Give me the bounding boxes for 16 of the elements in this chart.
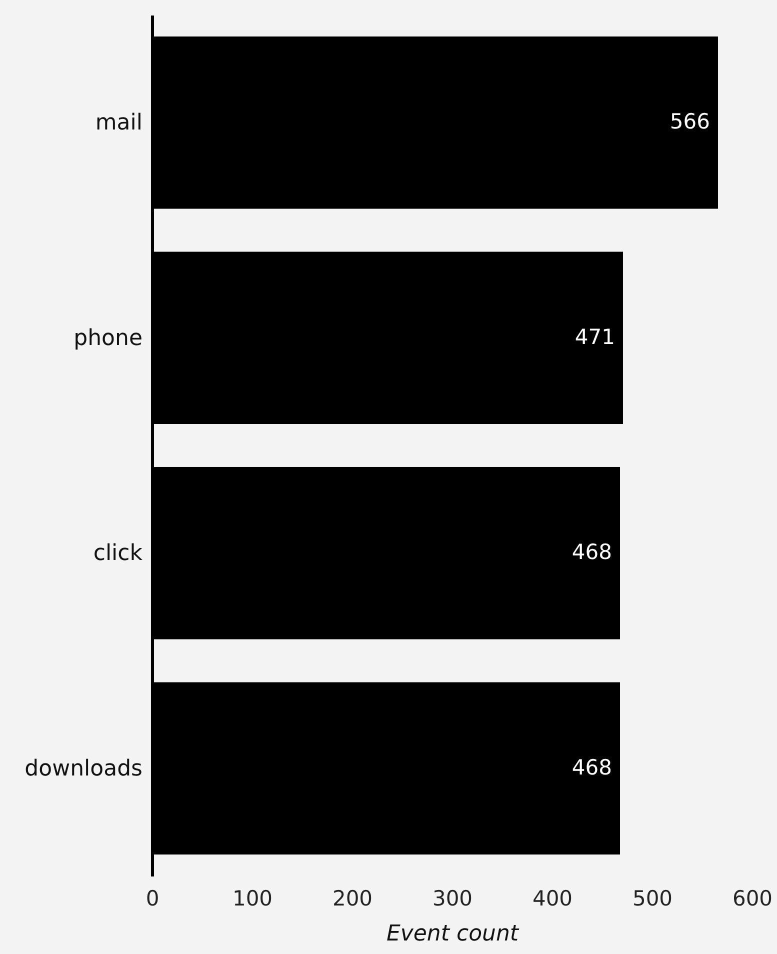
x-tick-label: 600 <box>732 886 773 910</box>
y-tick-label: click <box>93 541 143 566</box>
x-tick-label: 100 <box>232 886 273 910</box>
x-tick-label: 300 <box>432 886 473 910</box>
y-tick-label: phone <box>74 326 142 351</box>
y-tick-label: downloads <box>24 756 142 782</box>
data-label: 468 <box>572 540 612 564</box>
data-label: 471 <box>574 324 615 349</box>
x-axis-title: Event count <box>386 922 520 946</box>
data-label: 468 <box>572 755 612 780</box>
x-tick-label: 200 <box>332 886 373 910</box>
x-tick-label: 500 <box>632 886 673 910</box>
data-label: 566 <box>670 110 710 134</box>
x-tick-label: 0 <box>146 886 160 910</box>
x-tick-label: 400 <box>532 886 573 910</box>
y-tick-label: mail <box>95 110 142 136</box>
